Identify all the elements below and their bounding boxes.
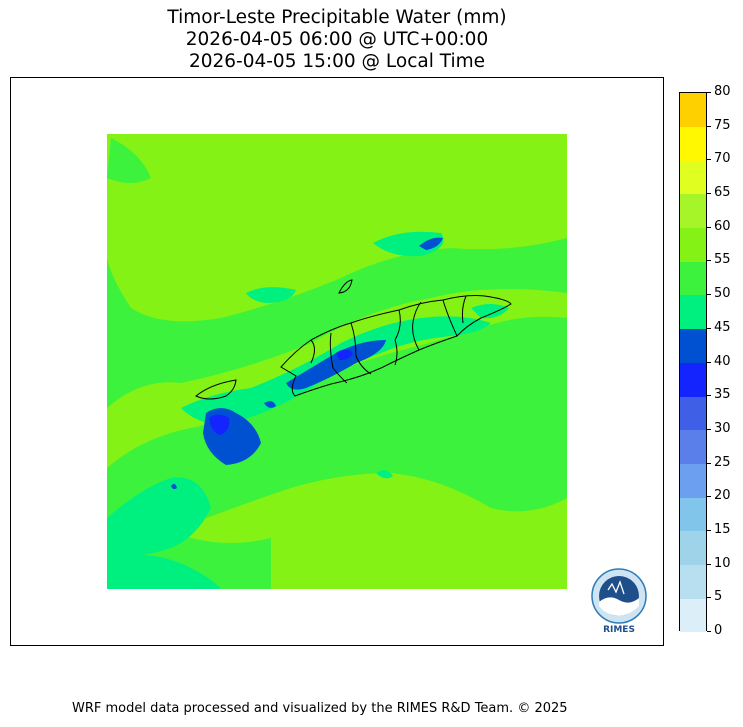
field-band-40-45-dot — [171, 483, 177, 490]
colorbar-segment — [680, 530, 706, 565]
colorbar-segment — [680, 126, 706, 161]
atauro-boundary — [338, 279, 353, 294]
colorbar-segment — [680, 93, 706, 127]
precipitable-water-map — [107, 134, 567, 589]
colorbar-tick — [707, 193, 711, 195]
field-band-50-55-north — [107, 134, 567, 408]
oecusse-boundary — [195, 379, 237, 400]
title-line-3: 2026-04-05 15:00 @ Local Time — [188, 51, 486, 72]
colorbar-tick-label: 70 — [714, 151, 731, 167]
colorbar-tick — [707, 563, 711, 565]
colorbar-segment — [680, 295, 706, 330]
colorbar-tick-label: 15 — [714, 521, 731, 537]
colorbar-tick — [707, 159, 711, 161]
rimes-logo: RIMES — [591, 568, 647, 635]
colorbar-tick-label: 55 — [714, 252, 731, 268]
colorbar-tick — [707, 260, 711, 262]
country-boundaries — [195, 279, 512, 400]
colorbar-segment — [680, 429, 706, 464]
field-band-nw — [107, 138, 151, 183]
colorbar-segment — [680, 497, 706, 532]
field-band-40-45-central — [286, 340, 386, 390]
colorbar-tick — [707, 462, 711, 464]
colorbar-tick — [707, 597, 711, 599]
colorbar-tick — [707, 125, 711, 127]
colorbar-tick — [707, 361, 711, 363]
colorbar-tick — [707, 631, 711, 632]
colorbar-segment — [680, 598, 706, 633]
colorbar-tick-label: 30 — [714, 420, 731, 436]
colorbar-segment — [680, 564, 706, 599]
colorbar-segment — [680, 261, 706, 296]
colorbar-tick-label: 45 — [714, 319, 731, 335]
colorbar-tick — [707, 327, 711, 329]
field-band-45-50-east — [471, 304, 509, 319]
colorbar-tick-label: 0 — [714, 623, 723, 638]
chart-title: Timor-Leste Precipitable Water (mm) 2026… — [10, 7, 664, 73]
field-band-40-45-north — [419, 237, 443, 250]
title-line-2: 2026-04-05 06:00 @ UTC+00:00 — [185, 29, 489, 50]
colorbar-tick — [707, 226, 711, 228]
colorbar-segment — [680, 396, 706, 431]
colorbar-tick — [707, 395, 711, 397]
colorbar-tick-label: 35 — [714, 387, 731, 403]
colorbar — [679, 92, 707, 633]
colorbar-tick — [707, 294, 711, 296]
colorbar-segment — [680, 362, 706, 397]
field-band-35-40-west — [209, 414, 230, 435]
mainland-boundary — [280, 295, 512, 397]
footer-credit: WRF model data processed and visualized … — [72, 701, 568, 716]
colorbar-tick-label: 25 — [714, 454, 731, 470]
logo-label: RIMES — [603, 625, 635, 635]
colorbar-tick — [707, 428, 711, 430]
field-band-45-50-bottom — [107, 554, 221, 589]
field-band-40-45-speck — [264, 401, 276, 408]
map-frame — [10, 77, 664, 646]
colorbar-tick — [707, 92, 711, 93]
colorbar-segment — [680, 160, 706, 195]
field-band-50-55-south — [107, 316, 567, 538]
field-band-35-40-central — [336, 349, 353, 361]
field-band-45-50-sw — [107, 477, 211, 558]
field-band-45-50-island — [246, 287, 296, 303]
colorbar-tick-label: 75 — [714, 117, 731, 133]
colorbar-tick — [707, 529, 711, 531]
colorbar-segment — [680, 463, 706, 498]
colorbar-tick-label: 20 — [714, 488, 731, 504]
colorbar-tick-label: 65 — [714, 185, 731, 201]
field-band-45-50-north-blob — [373, 231, 444, 257]
colorbar-segment — [680, 328, 706, 363]
colorbar-tick-label: 40 — [714, 353, 731, 369]
colorbar-tick — [707, 496, 711, 498]
colorbar-segment — [680, 194, 706, 229]
colorbar-tick-label: 10 — [714, 555, 731, 571]
field-band-45-50-speck — [376, 470, 393, 479]
municipal-boundaries — [310, 295, 467, 384]
colorbar-segment — [680, 227, 706, 262]
title-line-1: Timor-Leste Precipitable Water (mm) — [167, 7, 507, 28]
colorbar-tick-label: 50 — [714, 286, 731, 302]
colorbar-tick-label: 60 — [714, 218, 731, 234]
field-band-55-60-top — [211, 144, 371, 183]
colorbar-tick-label: 5 — [714, 589, 723, 605]
colorbar-tick-label: 80 — [714, 84, 731, 99]
